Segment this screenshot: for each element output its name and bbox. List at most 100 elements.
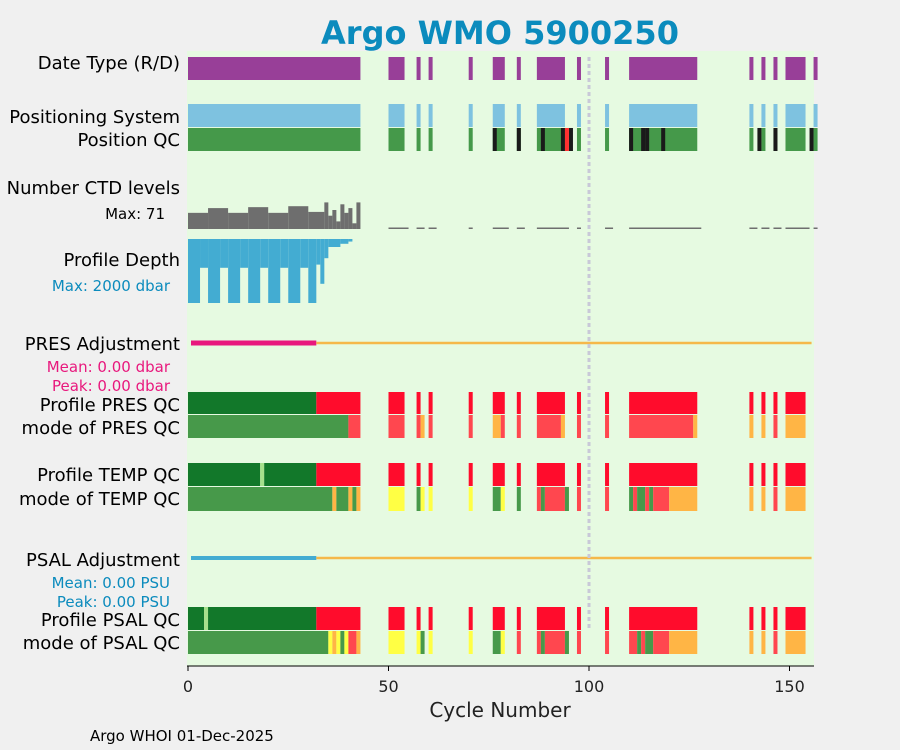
annotation-pres-peak: Peak: 0.00 dbar [52,377,171,395]
row-label-pres-adjustment: PRES Adjustment [25,334,180,355]
profile-psal-qc-segment [536,607,565,630]
mode-temp-qc-segment [336,487,349,511]
profile-psal-qc-segment [492,607,505,630]
position-qc-segment [605,128,610,151]
mode-temp-qc-segment [500,487,505,511]
mode-psal-qc-segment [576,631,581,654]
mode-pres-qc-segment [773,415,778,438]
positioning-system-segment [629,104,698,127]
ctd-levels-bar [749,227,758,229]
profile-psal-qc-segment [605,607,610,630]
position-qc-flag-bad [641,128,646,151]
profile-pres-qc-segment [428,392,433,414]
mode-psal-qc-segment [564,631,569,654]
profile-temp-qc-segment [188,463,261,486]
mode-pres-qc-segment [188,415,349,438]
profile-depth-bar [248,239,261,303]
row-label-profile-pres-qc: Profile PRES QC [40,395,180,416]
profile-pres-qc-segment [749,392,754,414]
ctd-levels-bar [336,221,341,229]
row-label-mode-pres-qc: mode of PRES QC [22,418,180,439]
profile-psal-qc-segment [749,607,754,630]
mode-temp-qc-segment [420,487,425,511]
positioning-system-segment [749,104,754,127]
mode-psal-qc-segment [492,631,501,654]
mode-temp-qc-segment [637,487,646,511]
x-tick-label: 0 [183,677,193,696]
mode-temp-qc-segment [348,487,353,511]
annotation-pres-mean: Mean: 0.00 dbar [47,358,171,376]
profile-temp-qc-segment [576,463,581,486]
ctd-levels-bar [536,227,569,229]
mode-temp-qc-segment [649,487,654,511]
profile-temp-qc-segment [629,463,698,486]
ctd-levels-bar [576,227,581,229]
profile-psal-qc-segment [761,607,766,630]
date-type-segment [468,57,473,80]
position-qc-flag-bad [516,128,521,151]
mode-psal-qc-segment [641,631,646,654]
profile-pres-qc-segment [468,392,473,414]
mode-pres-qc-segment [749,415,754,438]
profile-depth-bar [228,239,241,303]
mode-psal-qc-segment [773,631,778,654]
mode-psal-qc-segment [669,631,698,654]
chart-marks [188,57,818,654]
mode-temp-qc-segment [645,487,650,511]
profile-depth-bar [288,239,301,303]
mode-psal-qc-segment [348,631,357,654]
mode-pres-qc-segment [492,415,501,438]
date-type-segment [605,57,610,80]
profile-temp-qc-segment [416,463,421,486]
mode-temp-qc-segment [516,487,521,511]
date-type-segment [629,57,698,80]
profile-pres-qc-segment [629,392,698,414]
position-qc-segment [468,128,473,151]
mode-pres-qc-segment [761,415,766,438]
position-qc-flag-warn [564,128,569,151]
mode-pres-qc-segment [500,415,505,438]
ctd-levels-bar [428,227,437,229]
mode-pres-qc-segment [388,415,405,438]
ctd-levels-bar [348,208,353,229]
profile-depth-bar [240,239,249,268]
position-qc-flag-bad [492,128,497,151]
profile-psal-qc-segment [208,607,317,630]
profile-depth-bar [328,239,341,247]
ctd-levels-bar [328,215,333,229]
profile-psal-qc-segment [516,607,521,630]
profile-depth-bar [200,239,209,268]
mode-pres-qc-segment [416,415,421,438]
mode-pres-qc-segment [428,415,433,438]
ctd-levels-bar [268,212,289,229]
x-tick-label: 100 [574,677,605,696]
profile-temp-qc-segment [428,463,433,486]
mode-psal-qc-segment [420,631,425,654]
profile-depth-bar [208,239,221,303]
mode-psal-qc-segment [416,631,421,654]
profile-pres-qc-segment [188,392,317,414]
mode-pres-qc-segment [605,415,610,438]
positioning-system-segment [785,104,806,127]
profile-depth-bar [300,239,309,268]
ctd-levels-bar [388,227,409,229]
mode-psal-qc-segment [785,631,806,654]
profile-depth-bar [188,239,201,303]
mode-temp-qc-segment [188,487,333,511]
profile-pres-qc-segment [492,392,505,414]
profile-temp-qc-segment [761,463,766,486]
positioning-system-segment [416,104,421,127]
date-type-segment [388,57,405,80]
ctd-levels-bar [188,212,209,229]
profile-psal-qc-segment [316,607,361,630]
mode-psal-qc-segment [536,631,541,654]
mode-temp-qc-segment [492,487,501,511]
position-qc-segment [761,128,766,151]
mode-temp-qc-segment [468,487,473,511]
annotation-ctd-max: Max: 71 [105,205,165,223]
mode-psal-qc-segment [188,631,329,654]
position-qc-segment [428,128,433,151]
ctd-levels-bar [773,227,782,229]
date-type-segment [188,57,361,80]
mode-pres-qc-segment [785,415,806,438]
